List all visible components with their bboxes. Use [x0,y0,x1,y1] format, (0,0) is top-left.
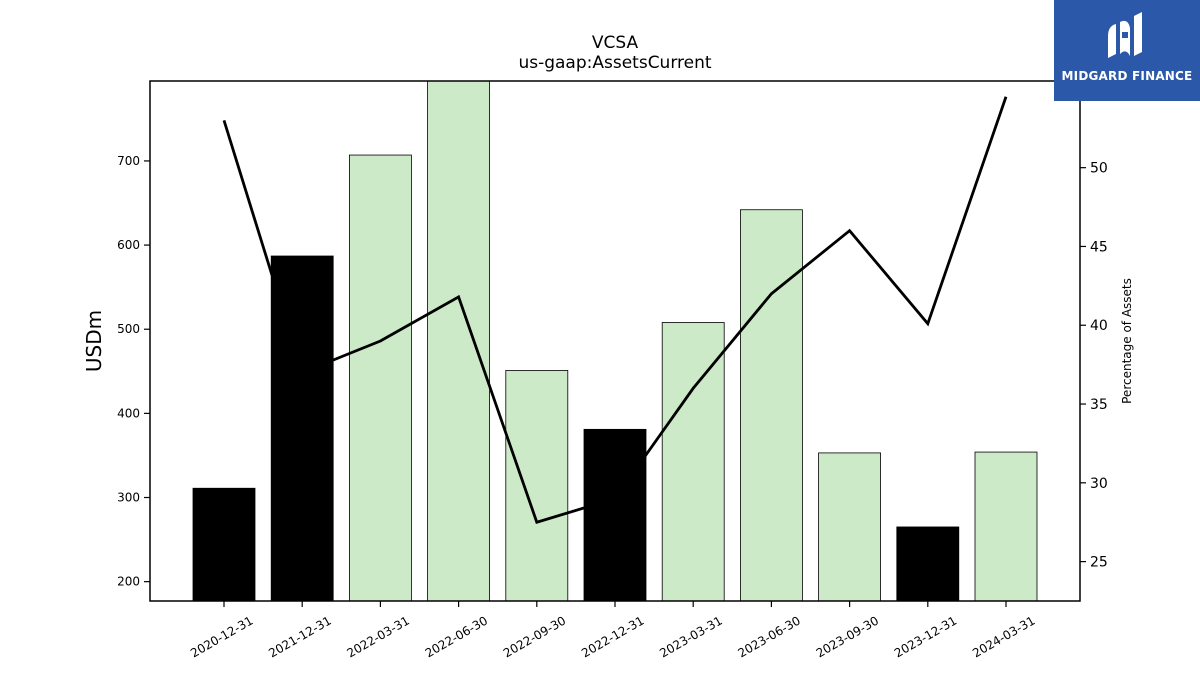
bar-2021-12-31 [270,255,334,602]
y-tick-label: 700 [117,154,140,168]
chart-title: VCSA [592,33,639,53]
y2-tick-label: 30 [1090,476,1108,492]
y2-axis-label: Percentage of Assets [1120,278,1134,404]
bar-2022-03-31 [348,154,412,602]
bar-2023-06-30 [740,209,803,602]
x-tick-label: 2023-06-30 [735,613,802,660]
bar-2022-09-30 [505,370,569,602]
y-tick-label: 400 [117,406,140,420]
bar-2022-12-31 [583,428,647,602]
x-tick-label: 2021-12-31 [266,613,333,660]
y-axis-label: USDm [82,310,106,372]
bar-2023-03-31 [661,322,725,602]
bar-2024-03-31 [974,451,1038,602]
y-tick-label: 600 [117,238,140,252]
x-tick-label: 2024-03-31 [970,613,1037,660]
y2-tick-label: 50 [1090,161,1108,177]
x-tick-label: 2022-03-31 [344,613,411,660]
brand-name: MIDGARD FINANCE [1061,69,1193,83]
right-axis-ticks: 25 30 35 40 45 50 [1080,161,1108,571]
y-tick-label: 300 [117,491,140,505]
midgard-m-icon [1108,12,1142,58]
y2-tick-label: 40 [1090,318,1108,334]
bar-2020-12-31 [192,487,256,602]
y2-tick-label: 35 [1090,397,1108,413]
chart-subtitle: us-gaap:AssetsCurrent [518,53,711,73]
bar-2022-06-30 [427,80,491,602]
x-tick-label: 2023-03-31 [657,613,724,660]
y-tick-label: 200 [117,575,140,589]
x-tick-label: 2022-06-30 [423,613,490,660]
y2-tick-label: 45 [1090,239,1108,255]
left-axis-ticks: 200 300 400 500 600 700 [117,154,150,589]
y-tick-label: 500 [117,322,140,336]
x-tick-label: 2023-09-30 [814,613,881,660]
x-tick-label: 2023-12-31 [892,613,959,660]
bar-group [192,80,1038,602]
bar-2023-12-31 [896,526,960,602]
y2-tick-label: 25 [1090,555,1108,571]
x-axis-ticks: 2020-12-31 2021-12-31 2022-03-31 2022-06-30… [188,601,1038,660]
x-tick-label: 2022-09-30 [501,613,568,660]
bar-2023-09-30 [818,452,881,602]
line-group [222,96,1008,524]
brand-logo: MIDGARD FINANCE [1054,0,1200,101]
x-tick-label: 2022-12-31 [579,613,646,660]
x-tick-label: 2020-12-31 [188,613,255,660]
